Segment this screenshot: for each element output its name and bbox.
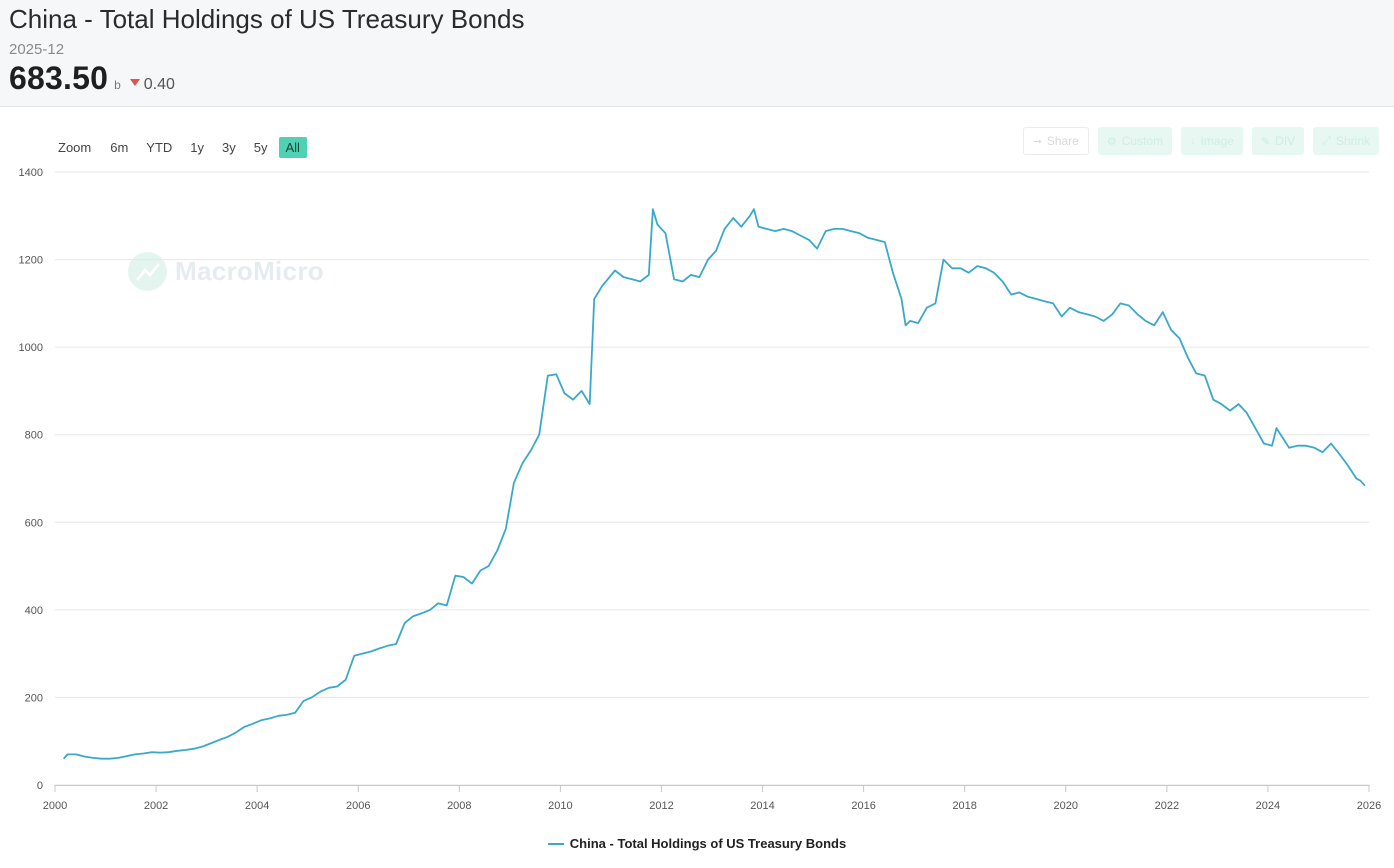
- x-tick-label: 2026: [1357, 800, 1381, 812]
- x-tick-label: 2000: [43, 800, 67, 812]
- zoom-ytd-button[interactable]: YTD: [146, 140, 173, 155]
- download-icon: ↓: [1190, 135, 1196, 147]
- legend-line-icon: [547, 842, 564, 845]
- chart-legend[interactable]: China - Total Holdings of US Treasury Bo…: [0, 836, 1394, 851]
- x-tick-label: 2014: [750, 800, 774, 812]
- share-icon: ⭢: [1033, 134, 1042, 147]
- zoom-6m-button[interactable]: 6m: [110, 140, 129, 155]
- shrink-icon: ⤢: [1322, 134, 1331, 147]
- pencil-icon: ✎: [1260, 135, 1271, 148]
- x-tick-label: 2002: [144, 800, 168, 812]
- value-change: 0.40: [143, 76, 175, 93]
- y-tick-label: 0: [37, 780, 43, 792]
- x-tick-label: 2010: [548, 800, 572, 812]
- latest-date: 2025-12: [9, 41, 65, 58]
- custom-button[interactable]: ⚙ Custom: [1097, 127, 1173, 155]
- zoom-5y-button[interactable]: 5y: [253, 140, 268, 155]
- x-tick-label: 2022: [1155, 800, 1179, 812]
- x-tick-label: 2012: [649, 800, 673, 812]
- y-tick-label: 1200: [19, 255, 43, 267]
- shrink-button[interactable]: ⤢ Shrink: [1313, 127, 1379, 155]
- image-label: Image: [1200, 134, 1234, 148]
- value-unit: b: [114, 78, 121, 92]
- div-label: DIV: [1275, 134, 1296, 148]
- y-tick-label: 800: [25, 430, 43, 442]
- x-tick-label: 2006: [346, 800, 370, 812]
- zoom-1y-button[interactable]: 1y: [190, 140, 205, 155]
- page-title: China - Total Holdings of US Treasury Bo…: [9, 4, 525, 34]
- share-button[interactable]: ⭢ Share: [1023, 127, 1089, 155]
- line-chart: 0 200 400 600 800 1000 1200 1400 2000 2002 2004 20…: [19, 167, 1382, 812]
- y-tick-label: 600: [25, 517, 43, 529]
- y-tick-label: 200: [25, 692, 43, 704]
- down-arrow-icon: [129, 79, 140, 86]
- zoom-label: Zoom: [58, 140, 92, 155]
- x-tick-label: 2016: [851, 800, 875, 812]
- watermark-text: MacroMicro: [175, 256, 324, 286]
- series-line-china-treasury: [62, 208, 1366, 760]
- x-tick-label: 2020: [1054, 800, 1078, 812]
- y-tick-label: 1400: [19, 167, 43, 179]
- div-button[interactable]: ✎ DIV: [1251, 127, 1305, 155]
- zoom-all-button[interactable]: All: [278, 137, 307, 158]
- zoom-selector: Zoom 6m YTD 1y 3y 5y All: [58, 137, 311, 158]
- x-tick-label: 2008: [447, 800, 471, 812]
- image-button[interactable]: ↓ Image: [1181, 127, 1243, 155]
- latest-value-row: 683.50 b 0.40: [9, 60, 175, 97]
- x-tick-label: 2018: [952, 800, 976, 812]
- y-tick-label: 400: [25, 605, 43, 617]
- x-tick-label: 2024: [1256, 800, 1280, 812]
- latest-value: 683.50: [9, 60, 109, 96]
- share-label: Share: [1046, 134, 1079, 148]
- legend-label: China - Total Holdings of US Treasury Bo…: [569, 836, 847, 851]
- watermark-logo-icon: [128, 252, 167, 291]
- custom-label: Custom: [1121, 134, 1164, 148]
- watermark: MacroMicro: [128, 252, 324, 291]
- y-tick-label: 1000: [19, 342, 43, 354]
- gear-icon: ⚙: [1106, 135, 1117, 148]
- header: China - Total Holdings of US Treasury Bo…: [0, 0, 1394, 107]
- zoom-3y-button[interactable]: 3y: [222, 140, 236, 155]
- chart-toolbar: ⭢ Share ⚙ Custom ↓ Image ✎ DIV ⤢ Shrink: [1014, 127, 1379, 155]
- shrink-label: Shrink: [1335, 134, 1370, 148]
- x-tick-label: 2004: [245, 800, 269, 812]
